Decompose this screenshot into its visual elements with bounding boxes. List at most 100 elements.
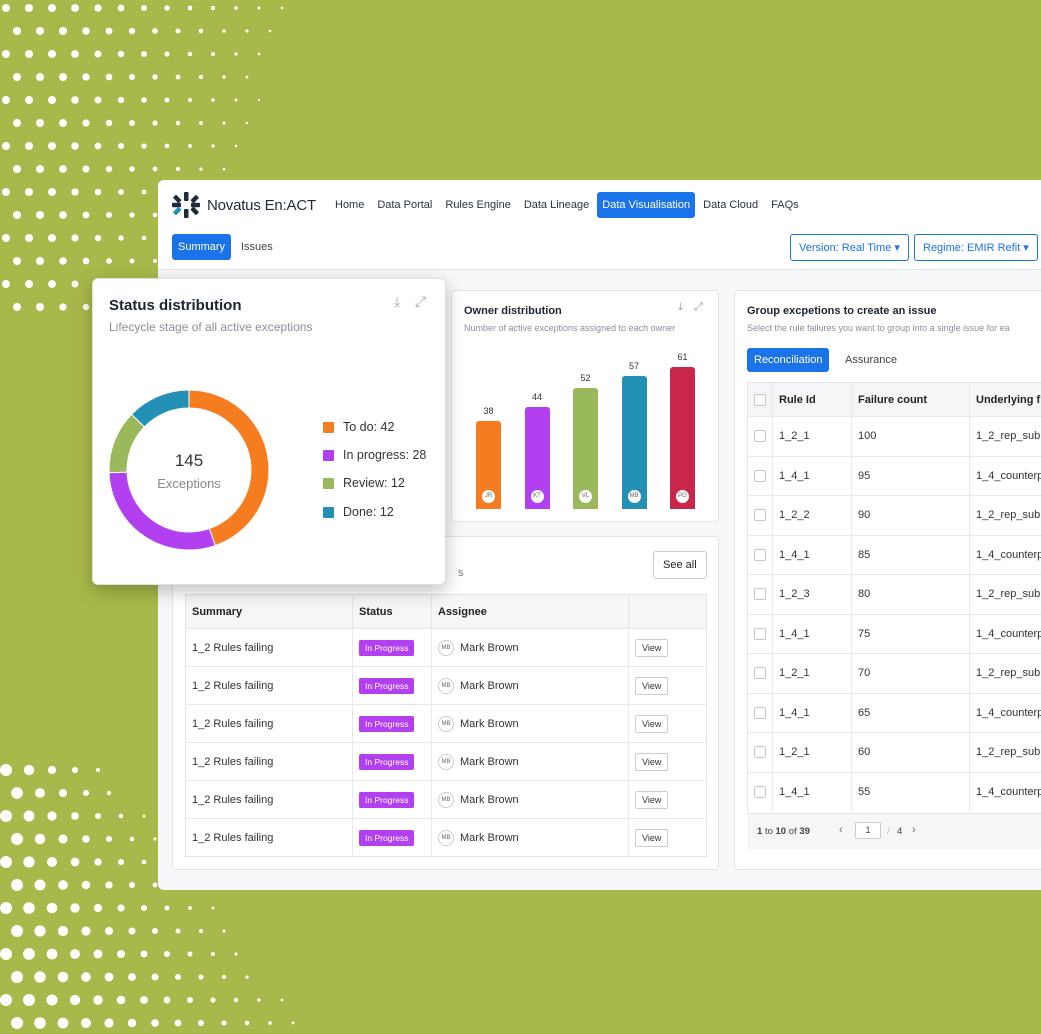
background-dot xyxy=(2,280,10,288)
background-dot xyxy=(268,29,272,33)
tab-issues[interactable]: Issues xyxy=(241,241,273,253)
assignee-cell: MB Mark Brown xyxy=(431,742,629,781)
row-checkbox[interactable] xyxy=(754,667,766,680)
avatar: MB xyxy=(438,639,454,656)
table-row[interactable]: 1_4_1 95 1_4_counterp xyxy=(747,455,1041,496)
expand-icon[interactable]: ⤢ xyxy=(415,293,427,309)
background-dot xyxy=(25,188,33,196)
background-dot xyxy=(164,905,170,911)
tab-summary[interactable]: Summary xyxy=(172,234,232,260)
tab-reconciliation[interactable]: Reconciliation xyxy=(747,348,830,372)
background-dot xyxy=(25,4,33,12)
brand-logo[interactable]: Novatus En:ACT xyxy=(172,192,316,218)
row-checkbox[interactable] xyxy=(754,588,766,601)
table-row[interactable]: 1_4_1 65 1_4_counterp xyxy=(747,692,1041,733)
see-all-button[interactable]: See all xyxy=(653,551,707,579)
background-dot xyxy=(244,1020,250,1026)
background-dot xyxy=(222,121,226,125)
nav-data-portal[interactable]: Data Portal xyxy=(377,199,433,211)
donut-total-label: Exceptions xyxy=(157,476,221,491)
row-checkbox[interactable] xyxy=(754,746,766,759)
failure-count: 95 xyxy=(851,455,970,496)
row-checkbox[interactable] xyxy=(754,706,766,719)
background-dot xyxy=(127,1018,137,1028)
avatar: MB xyxy=(438,753,454,770)
pagination-from: 1 xyxy=(757,826,763,837)
table-row[interactable]: 1_2_3 80 1_2_rep_subr xyxy=(747,574,1041,614)
select-all-checkbox[interactable] xyxy=(754,393,766,406)
nav-home[interactable]: Home xyxy=(335,199,365,211)
view-button[interactable]: View xyxy=(635,714,669,733)
underlying-field: 1_2_rep_subr xyxy=(969,495,1041,535)
table-row[interactable]: 1_2 Rules failing In Progress MB Mark Brown… xyxy=(185,628,707,667)
background-dot xyxy=(174,973,182,981)
row-checkbox[interactable] xyxy=(754,786,766,799)
table-row[interactable]: 1_2_1 60 1_2_rep_subr xyxy=(747,732,1041,772)
row-checkbox[interactable] xyxy=(754,548,766,561)
background-dot xyxy=(23,902,35,914)
table-row[interactable]: 1_4_1 55 1_4_counterp xyxy=(747,771,1041,812)
view-button[interactable]: View xyxy=(635,676,669,695)
background-dot xyxy=(94,142,102,150)
table-row[interactable]: 1_2 Rules failing In Progress MB Mark Brown… xyxy=(185,742,707,781)
owner-avatar: PG xyxy=(676,490,689,503)
background-dot xyxy=(118,189,124,195)
status-cell: In Progress xyxy=(352,704,432,743)
background-dot xyxy=(211,98,215,102)
bar-pg[interactable] xyxy=(670,367,695,509)
background-dot xyxy=(59,257,67,265)
nav-data-cloud[interactable]: Data Cloud xyxy=(703,199,759,211)
view-button[interactable]: View xyxy=(635,638,669,657)
view-button[interactable]: View xyxy=(635,828,669,847)
table-row[interactable]: 1_2 Rules failing In Progress MB Mark Brown… xyxy=(185,780,707,819)
view-button[interactable]: View xyxy=(635,790,669,809)
prev-page-icon[interactable]: ‹ xyxy=(839,824,843,836)
background-dot xyxy=(104,972,114,982)
background-dot xyxy=(152,120,158,126)
background-dot xyxy=(105,73,113,81)
next-page-icon[interactable]: › xyxy=(912,824,916,836)
table-row[interactable]: 1_2 Rules failing In Progress MB Mark Brown… xyxy=(185,704,707,743)
table-row[interactable]: 1_2 Rules failing In Progress MB Mark Brown… xyxy=(185,818,707,857)
download-icon[interactable]: ⤓ xyxy=(394,293,401,309)
bar-mb[interactable] xyxy=(621,376,647,509)
version-dropdown[interactable]: Version: Real Time ▾ xyxy=(790,234,909,261)
background-dot xyxy=(81,880,91,890)
row-checkbox[interactable] xyxy=(754,509,766,522)
donut-slice-done[interactable] xyxy=(130,389,190,428)
table-row[interactable]: 1_4_1 75 1_4_counterp xyxy=(747,613,1041,654)
column-header-assignee: Assignee xyxy=(431,594,629,629)
background-dot xyxy=(199,121,203,125)
regime-dropdown[interactable]: Regime: EMIR Refit ▾ xyxy=(914,234,1038,261)
assignee-name: Mark Brown xyxy=(460,717,519,730)
background-dot xyxy=(211,52,215,56)
background-dot xyxy=(141,235,147,241)
table-row[interactable]: 1_2_1 70 1_2_rep_subr xyxy=(747,653,1041,693)
row-checkbox[interactable] xyxy=(754,627,766,640)
background-dot xyxy=(93,949,103,959)
tab-assurance[interactable]: Assurance xyxy=(845,354,897,366)
bar-vl[interactable] xyxy=(573,387,598,509)
nav-data-lineage[interactable]: Data Lineage xyxy=(523,199,590,211)
download-icon[interactable]: ⤓ xyxy=(678,301,683,313)
table-row[interactable]: 1_2_2 90 1_2_rep_subr xyxy=(747,495,1041,535)
table-row[interactable]: 1_2 Rules failing In Progress MB Mark Brown… xyxy=(185,666,707,705)
background-dot xyxy=(234,98,238,102)
background-dot xyxy=(151,973,159,981)
background-dot xyxy=(245,975,249,979)
row-checkbox[interactable] xyxy=(754,469,766,482)
page-input[interactable]: 1 xyxy=(855,822,881,839)
nav-rules-engine[interactable]: Rules Engine xyxy=(445,199,511,211)
table-row[interactable]: 1_4_1 85 1_4_counterp xyxy=(747,534,1041,575)
nav-data-visualisation[interactable]: Data Visualisation xyxy=(597,192,696,218)
background-dot xyxy=(129,120,135,126)
rule-id: 1_4_1 xyxy=(772,692,852,733)
expand-icon[interactable]: ⤢ xyxy=(694,301,703,313)
background-dot xyxy=(188,144,192,148)
status-distribution-subtitle: Lifecycle stage of all active exceptions xyxy=(109,320,313,334)
background-dot xyxy=(94,4,102,12)
view-button[interactable]: View xyxy=(635,752,669,771)
row-checkbox[interactable] xyxy=(754,430,766,443)
table-row[interactable]: 1_2_1 100 1_2_rep_subr xyxy=(747,416,1041,456)
nav-faqs[interactable]: FAQs xyxy=(771,199,799,211)
